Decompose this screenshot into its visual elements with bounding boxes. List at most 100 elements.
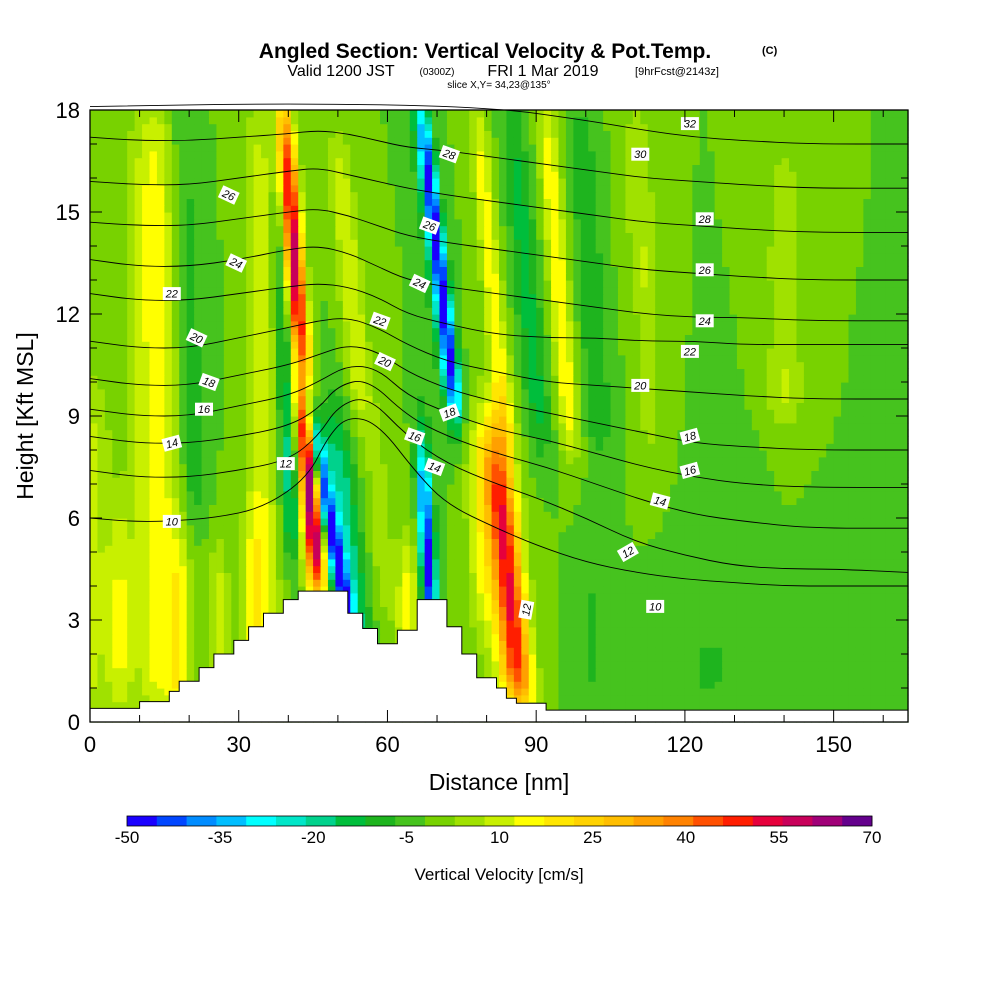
velocity-cell bbox=[849, 593, 857, 600]
velocity-cell bbox=[380, 600, 388, 607]
velocity-cell bbox=[157, 409, 165, 416]
velocity-cell bbox=[209, 647, 217, 654]
velocity-cell bbox=[387, 538, 395, 545]
velocity-cell bbox=[514, 559, 522, 566]
velocity-cell bbox=[551, 695, 559, 702]
velocity-cell bbox=[663, 654, 671, 661]
velocity-cell bbox=[187, 613, 195, 620]
velocity-cell bbox=[149, 566, 157, 573]
velocity-cell bbox=[328, 491, 336, 498]
velocity-cell bbox=[722, 627, 730, 634]
velocity-cell bbox=[365, 436, 373, 443]
velocity-cell bbox=[648, 579, 656, 586]
velocity-cell bbox=[826, 532, 834, 539]
velocity-cell bbox=[863, 416, 871, 423]
velocity-cell bbox=[187, 634, 195, 641]
velocity-cell bbox=[841, 688, 849, 695]
velocity-cell bbox=[142, 674, 150, 681]
velocity-cell bbox=[268, 464, 276, 471]
velocity-cell bbox=[692, 450, 700, 457]
velocity-cell bbox=[789, 477, 797, 484]
velocity-cell bbox=[722, 634, 730, 641]
velocity-cell bbox=[722, 559, 730, 566]
velocity-cell bbox=[663, 538, 671, 545]
velocity-cell bbox=[603, 647, 611, 654]
velocity-cell bbox=[90, 579, 98, 586]
velocity-cell bbox=[856, 702, 864, 709]
velocity-cell bbox=[670, 572, 678, 579]
velocity-cell bbox=[172, 484, 180, 491]
velocity-cell bbox=[752, 545, 760, 552]
velocity-cell bbox=[395, 538, 403, 545]
velocity-cell bbox=[796, 559, 804, 566]
velocity-cell bbox=[462, 559, 470, 566]
velocity-cell bbox=[246, 572, 254, 579]
velocity-cell bbox=[640, 634, 648, 641]
velocity-cell bbox=[893, 470, 901, 477]
velocity-cell bbox=[216, 613, 224, 620]
velocity-cell bbox=[588, 525, 596, 532]
velocity-cell bbox=[566, 477, 574, 484]
velocity-cell bbox=[380, 579, 388, 586]
velocity-cell bbox=[402, 532, 410, 539]
velocity-cell bbox=[737, 457, 745, 464]
velocity-cell bbox=[343, 457, 351, 464]
velocity-cell bbox=[625, 416, 633, 423]
velocity-cell bbox=[506, 491, 514, 498]
velocity-cell bbox=[328, 545, 336, 552]
velocity-cell bbox=[268, 559, 276, 566]
velocity-cell bbox=[603, 586, 611, 593]
velocity-cell bbox=[492, 654, 500, 661]
velocity-cell bbox=[462, 586, 470, 593]
velocity-cell bbox=[469, 600, 477, 607]
velocity-cell bbox=[618, 654, 626, 661]
velocity-cell bbox=[120, 470, 128, 477]
velocity-cell bbox=[514, 532, 522, 539]
velocity-cell bbox=[700, 566, 708, 573]
velocity-cell bbox=[298, 552, 306, 559]
velocity-cell bbox=[715, 416, 723, 423]
velocity-cell bbox=[380, 450, 388, 457]
velocity-cell bbox=[730, 613, 738, 620]
velocity-cell bbox=[581, 504, 589, 511]
velocity-cell bbox=[246, 436, 254, 443]
velocity-cell bbox=[492, 593, 500, 600]
velocity-cell bbox=[789, 654, 797, 661]
velocity-cell bbox=[105, 423, 113, 430]
velocity-cell bbox=[648, 593, 656, 600]
velocity-cell bbox=[573, 518, 581, 525]
velocity-cell bbox=[477, 511, 485, 518]
velocity-cell bbox=[744, 654, 752, 661]
velocity-cell bbox=[663, 668, 671, 675]
velocity-cell bbox=[149, 647, 157, 654]
velocity-cell bbox=[224, 559, 232, 566]
velocity-cell bbox=[440, 436, 448, 443]
velocity-cell bbox=[596, 572, 604, 579]
velocity-cell bbox=[194, 634, 202, 641]
velocity-cell bbox=[856, 634, 864, 641]
velocity-cell bbox=[767, 416, 775, 423]
velocity-cell bbox=[499, 559, 507, 566]
velocity-cell bbox=[112, 688, 120, 695]
velocity-cell bbox=[774, 695, 782, 702]
velocity-cell bbox=[707, 545, 715, 552]
velocity-cell bbox=[863, 477, 871, 484]
velocity-cell bbox=[521, 572, 529, 579]
velocity-cell bbox=[127, 572, 135, 579]
velocity-cell bbox=[670, 470, 678, 477]
velocity-cell bbox=[826, 416, 834, 423]
velocity-cell bbox=[871, 498, 879, 505]
velocity-cell bbox=[209, 498, 217, 505]
velocity-cell bbox=[633, 681, 641, 688]
velocity-cell bbox=[863, 545, 871, 552]
velocity-cell bbox=[886, 634, 894, 641]
velocity-cell bbox=[291, 559, 299, 566]
velocity-cell bbox=[261, 491, 269, 498]
velocity-cell bbox=[454, 423, 462, 430]
velocity-cell bbox=[625, 654, 633, 661]
velocity-cell bbox=[469, 477, 477, 484]
velocity-cell bbox=[856, 532, 864, 539]
velocity-cell bbox=[871, 654, 879, 661]
velocity-cell bbox=[350, 518, 358, 525]
velocity-cell bbox=[135, 668, 143, 675]
